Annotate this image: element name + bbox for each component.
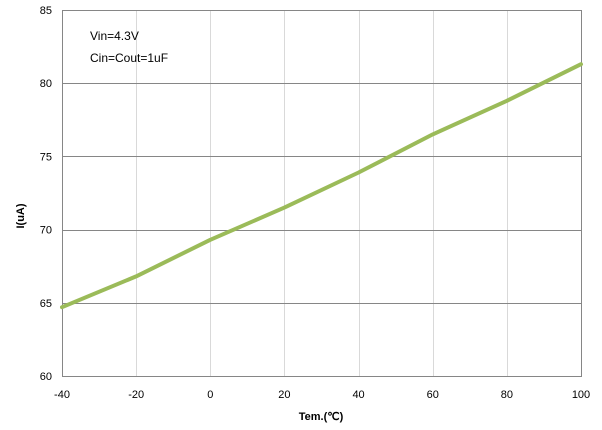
x-tick-label: 20	[278, 389, 290, 401]
y-tick-labels: 60 65 70 75 80 85	[40, 5, 52, 383]
series-line	[60, 62, 583, 310]
series-layer	[60, 62, 583, 310]
annotation-caps: Cin=Cout=1uF	[90, 51, 168, 65]
x-tick-label: -20	[128, 389, 144, 401]
y-axis-title: I(uA)	[15, 203, 27, 228]
y-tick-label: 80	[40, 78, 52, 90]
y-tick-label: 85	[40, 5, 52, 17]
x-tick-label: 80	[501, 389, 513, 401]
y-tick-label: 65	[40, 298, 52, 310]
grid	[62, 10, 582, 377]
x-tick-label: 0	[207, 389, 213, 401]
x-tick-label: -40	[54, 389, 70, 401]
annotation-vin: Vin=4.3V	[90, 29, 139, 43]
annotations: Vin=4.3V Cin=Cout=1uF	[90, 29, 168, 65]
y-tick-label: 70	[40, 225, 52, 237]
x-tick-label: 100	[572, 389, 590, 401]
y-tick-label: 60	[40, 371, 52, 383]
y-tick-label: 75	[40, 151, 52, 163]
x-tick-labels: -40 -20 0 20 40 60 80 100	[54, 389, 590, 401]
x-tick-label: 60	[427, 389, 439, 401]
x-tick-label: 40	[352, 389, 364, 401]
x-axis-title: Tem.(℃)	[299, 411, 344, 423]
plot-border	[62, 10, 582, 377]
